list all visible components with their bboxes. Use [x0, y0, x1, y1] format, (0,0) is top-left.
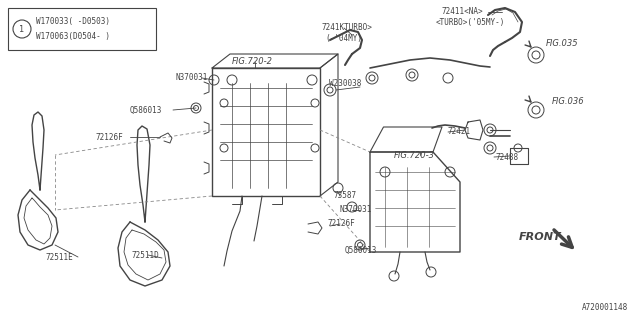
Text: 72126F: 72126F — [95, 132, 123, 141]
Text: 72488: 72488 — [496, 153, 519, 162]
Text: 7241KTURBO>: 7241KTURBO> — [322, 23, 373, 33]
Text: 72511E: 72511E — [45, 252, 73, 261]
Text: W170063(D0504- ): W170063(D0504- ) — [36, 32, 110, 41]
Text: 72421: 72421 — [448, 127, 471, 137]
Text: 72411<NA>: 72411<NA> — [442, 7, 484, 17]
Text: W230038: W230038 — [329, 79, 362, 89]
Text: N370031: N370031 — [340, 205, 372, 214]
Text: Q586013: Q586013 — [345, 245, 378, 254]
Text: <TURBO>('05MY-): <TURBO>('05MY-) — [436, 19, 506, 28]
Text: (-'04MY): (-'04MY) — [325, 35, 362, 44]
Text: FRONT: FRONT — [519, 232, 562, 242]
Text: FIG.036: FIG.036 — [552, 98, 584, 107]
Text: Q586013: Q586013 — [130, 106, 163, 115]
Text: FIG.720-3: FIG.720-3 — [394, 150, 435, 159]
Text: N370031: N370031 — [175, 74, 207, 83]
Text: FIG.035: FIG.035 — [546, 39, 579, 49]
Text: 72126F: 72126F — [327, 220, 355, 228]
Text: FIG.720-2: FIG.720-2 — [232, 58, 273, 67]
Text: 73587: 73587 — [333, 191, 356, 201]
Text: 72511D: 72511D — [132, 251, 160, 260]
Bar — [8, 8, 156, 50]
Text: W170033( -D0503): W170033( -D0503) — [36, 17, 110, 26]
Text: 1: 1 — [19, 25, 24, 34]
Text: A720001148: A720001148 — [582, 303, 628, 312]
